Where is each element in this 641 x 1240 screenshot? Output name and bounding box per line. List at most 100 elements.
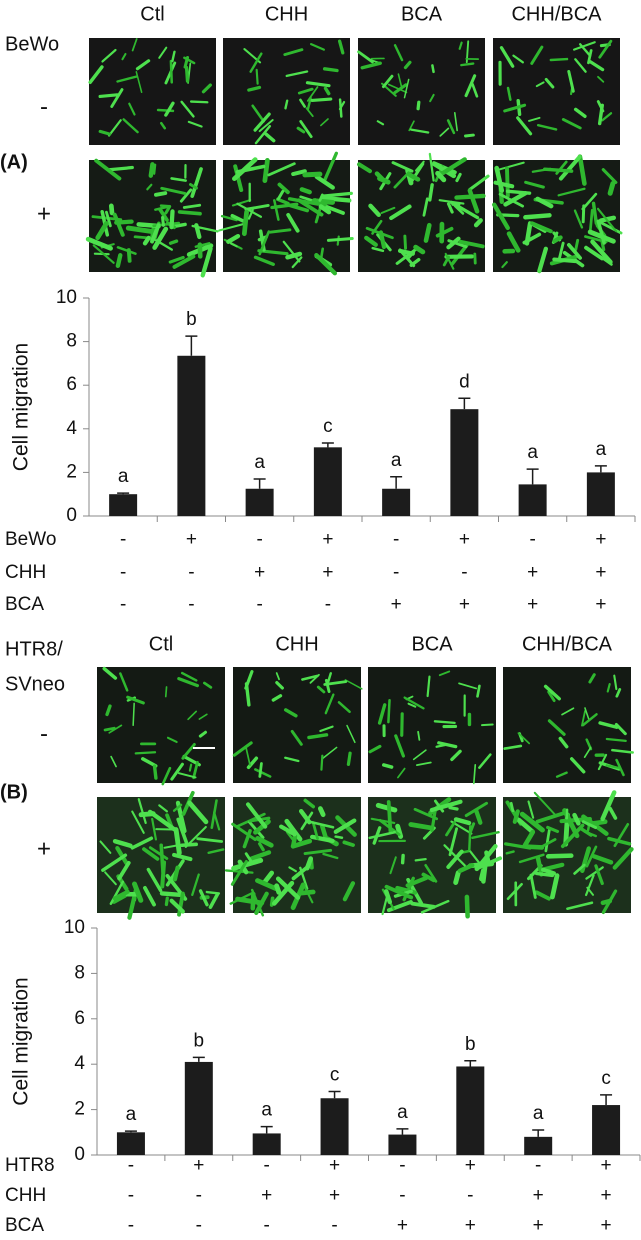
- cell: [423, 222, 432, 243]
- cell: [250, 891, 256, 911]
- cell: [403, 60, 412, 70]
- cell: [164, 205, 172, 215]
- cell: [255, 878, 279, 892]
- cell: [445, 820, 456, 837]
- cell: [132, 881, 144, 903]
- cell: [177, 210, 202, 216]
- cell: [344, 679, 363, 690]
- y-tick-label: 0: [66, 505, 77, 526]
- row-label: -: [40, 93, 48, 120]
- cell: [346, 751, 352, 766]
- cell: [318, 204, 332, 215]
- cell: [126, 248, 132, 263]
- treatment-sign: -: [325, 594, 331, 615]
- cell: [242, 829, 252, 849]
- cell: [468, 849, 481, 865]
- cell: [112, 889, 130, 901]
- cell: [453, 870, 461, 886]
- error-bar: [321, 442, 334, 448]
- cell: [104, 871, 117, 886]
- cell: [528, 116, 541, 122]
- cell: [333, 818, 357, 834]
- cell: [492, 202, 510, 231]
- cell: [370, 817, 396, 825]
- cell: [410, 901, 436, 909]
- treatment-sign: -: [399, 1155, 405, 1176]
- cell: [555, 160, 568, 175]
- micrograph: [233, 667, 361, 783]
- cell: [253, 255, 275, 267]
- treatment-sign: +: [329, 1185, 340, 1206]
- treatment-sign: -: [399, 1185, 405, 1206]
- y-axis-title: Cell migration: [10, 343, 33, 471]
- cell: [183, 56, 196, 65]
- cell: [421, 872, 436, 883]
- cell: [503, 191, 528, 207]
- treatment-sign: -: [120, 529, 126, 550]
- cell: [584, 874, 595, 897]
- cell: [598, 39, 613, 59]
- cell: [152, 764, 158, 780]
- cell: [172, 254, 196, 269]
- cell: [605, 764, 620, 769]
- bar: [388, 1134, 417, 1155]
- cell: [187, 710, 198, 721]
- treatment-sign: -: [188, 562, 194, 583]
- cell: [574, 58, 587, 73]
- cell: [585, 845, 598, 868]
- cell: [187, 800, 209, 825]
- cell: [110, 88, 124, 108]
- cell: [245, 746, 251, 766]
- cell: [613, 822, 630, 848]
- cell: [557, 187, 586, 197]
- cell: [443, 844, 466, 867]
- treatment-sign: -: [120, 562, 126, 583]
- cell: [566, 243, 582, 260]
- cell: [478, 753, 492, 769]
- cell: [435, 743, 448, 748]
- significance-letter: b: [194, 1030, 205, 1051]
- cell: [581, 820, 598, 830]
- cell: [232, 157, 258, 182]
- cell: [117, 861, 131, 881]
- treatment-sign: -: [128, 1215, 134, 1236]
- significance-letter: c: [323, 416, 333, 437]
- treatment-sign: +: [254, 562, 265, 583]
- cell: [184, 65, 190, 83]
- treatment-sign: +: [465, 1155, 476, 1176]
- cell: [455, 172, 462, 183]
- cell: [546, 825, 560, 834]
- cell: [407, 172, 421, 182]
- cell: [453, 111, 458, 132]
- cell: [244, 852, 252, 862]
- cell: [268, 228, 292, 234]
- panel-label: (A): [0, 151, 28, 173]
- cell: [569, 757, 586, 774]
- cell: [375, 802, 398, 813]
- cell: [368, 830, 396, 840]
- cell: [342, 881, 356, 902]
- cell: [103, 726, 116, 732]
- cell: [271, 694, 283, 702]
- cell: [454, 193, 486, 200]
- cell: [395, 246, 419, 265]
- treatment-sign: +: [186, 529, 197, 550]
- cell: [303, 798, 316, 809]
- cell: [382, 763, 394, 769]
- cell: [258, 119, 274, 133]
- cell: [458, 41, 463, 50]
- cell: [146, 183, 153, 191]
- significance-letter: b: [465, 1034, 476, 1055]
- cell: [191, 224, 219, 233]
- bar: [592, 1105, 621, 1155]
- cell: [134, 751, 157, 755]
- cell: [137, 798, 147, 825]
- column-header: CHH/BCA: [511, 3, 602, 25]
- cell: [200, 246, 213, 278]
- cell: [311, 821, 319, 840]
- cell: [535, 811, 565, 824]
- cell: [505, 189, 532, 195]
- cell: [284, 99, 289, 110]
- cell: [606, 683, 611, 693]
- cell: [327, 672, 332, 683]
